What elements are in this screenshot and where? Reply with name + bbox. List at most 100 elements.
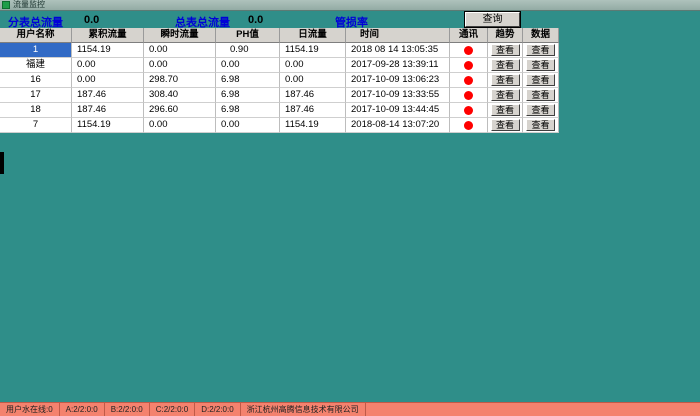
cell-daily-flow[interactable]: 0.00: [280, 73, 346, 88]
status-zone-b: B:2/2:0:0: [105, 403, 150, 416]
cell-data: 查看: [523, 118, 559, 133]
trend-view-button[interactable]: 查看: [490, 89, 520, 101]
header-time: 时间: [346, 28, 450, 43]
data-view-button[interactable]: 查看: [526, 74, 555, 86]
sub-meter-total-value: 0.0: [84, 14, 100, 26]
cell-cumulative-flow[interactable]: 0.00: [72, 58, 144, 73]
status-zone-d: D:2/2:0:0: [195, 403, 241, 416]
cell-instant-flow[interactable]: 298.70: [144, 73, 216, 88]
cell-time[interactable]: 2018 08 14 13:05:35: [346, 43, 450, 58]
pipe-loss-rate-label: 管损率: [335, 17, 368, 29]
table-row[interactable]: 18 187.46 296.60 6.98 187.46 2017-10-09 …: [0, 103, 559, 118]
data-view-button[interactable]: 查看: [526, 104, 555, 116]
status-users-online: 用户水在线:0: [0, 403, 60, 416]
cell-time[interactable]: 2017-10-09 13:33:55: [346, 88, 450, 103]
cell-daily-flow[interactable]: 187.46: [280, 103, 346, 118]
comm-status-dot: [464, 120, 473, 130]
trend-view-button[interactable]: 查看: [490, 59, 520, 71]
cell-instant-flow[interactable]: 0.00: [144, 43, 216, 58]
table-row[interactable]: 16 0.00 298.70 6.98 0.00 2017-10-09 13:0…: [0, 73, 559, 88]
cell-ph[interactable]: 6.98: [216, 88, 280, 103]
cell-ph[interactable]: 6.98: [216, 73, 280, 88]
table-row[interactable]: 17 187.46 308.40 6.98 187.46 2017-10-09 …: [0, 88, 559, 103]
header-data: 数据: [523, 28, 559, 43]
header-cumulative-flow: 累积流量: [72, 28, 144, 43]
main-meter-total-label: 总表总流量: [175, 17, 230, 29]
cell-ph[interactable]: 0.00: [216, 118, 280, 133]
trend-view-button[interactable]: 查看: [490, 119, 520, 131]
comm-status-dot: [464, 45, 473, 55]
cell-comm: [450, 58, 488, 73]
data-view-button[interactable]: 查看: [526, 44, 555, 56]
status-zone-c: C:2/2:0:0: [150, 403, 196, 416]
comm-status-dot: [464, 60, 473, 70]
cell-user-name[interactable]: 17: [0, 88, 72, 103]
text-cursor-mark: [0, 152, 4, 174]
trend-view-button[interactable]: 查看: [490, 44, 520, 56]
cell-time[interactable]: 2017-09-28 13:39:11: [346, 58, 450, 73]
header-comm: 通讯: [450, 28, 488, 43]
cell-data: 查看: [523, 58, 559, 73]
table-header-row: 用户名称 累积流量 瞬时流量 PH值 日流量 时间 通讯 趋势 数据: [0, 28, 559, 43]
comm-status-dot: [464, 75, 473, 85]
table-row[interactable]: 1 1154.19 0.00 0.90 1154.19 2018 08 14 1…: [0, 43, 559, 58]
cell-daily-flow[interactable]: 187.46: [280, 88, 346, 103]
cell-instant-flow[interactable]: 0.00: [144, 58, 216, 73]
cell-cumulative-flow[interactable]: 1154.19: [72, 118, 144, 133]
window-title: 流量监控: [13, 0, 45, 9]
status-company-name: 浙江杭州高腾信息技术有限公司: [241, 403, 366, 416]
cell-user-name[interactable]: 7: [0, 118, 72, 133]
cell-user-name[interactable]: 18: [0, 103, 72, 118]
header-user-name: 用户名称: [0, 28, 72, 43]
table-row[interactable]: 7 1154.19 0.00 0.00 1154.19 2018-08-14 1…: [0, 118, 559, 133]
cell-daily-flow[interactable]: 1154.19: [280, 43, 346, 58]
cell-comm: [450, 43, 488, 58]
trend-view-button[interactable]: 查看: [490, 104, 520, 116]
cell-ph[interactable]: 0.90: [216, 43, 280, 58]
sub-meter-total-label: 分表总流量: [8, 17, 63, 29]
query-button[interactable]: 查询: [464, 11, 521, 28]
status-zone-a: A:2/2:0:0: [60, 403, 105, 416]
cell-trend: 查看: [488, 73, 523, 88]
cell-cumulative-flow[interactable]: 0.00: [72, 73, 144, 88]
cell-user-name[interactable]: 福建: [0, 58, 72, 73]
cell-data: 查看: [523, 43, 559, 58]
main-meter-total-value: 0.0: [248, 14, 264, 26]
cell-daily-flow[interactable]: 1154.19: [280, 118, 346, 133]
cell-user-name[interactable]: 16: [0, 73, 72, 88]
cell-instant-flow[interactable]: 296.60: [144, 103, 216, 118]
cell-time[interactable]: 2017-10-09 13:44:45: [346, 103, 450, 118]
cell-trend: 查看: [488, 58, 523, 73]
data-table: 用户名称 累积流量 瞬时流量 PH值 日流量 时间 通讯 趋势 数据 1 115…: [0, 28, 559, 133]
title-bar: 流量监控: [0, 0, 700, 11]
table-row[interactable]: 福建 0.00 0.00 0.00 0.00 2017-09-28 13:39:…: [0, 58, 559, 73]
cell-data: 查看: [523, 73, 559, 88]
cell-cumulative-flow[interactable]: 187.46: [72, 103, 144, 118]
summary-bar: 分表总流量 0.0 总表总流量 0.0 管损率 查询: [0, 11, 700, 29]
trend-view-button[interactable]: 查看: [490, 74, 520, 86]
cell-instant-flow[interactable]: 308.40: [144, 88, 216, 103]
header-daily-flow: 日流量: [280, 28, 346, 43]
data-view-button[interactable]: 查看: [526, 89, 555, 101]
comm-status-dot: [464, 90, 473, 100]
cell-cumulative-flow[interactable]: 187.46: [72, 88, 144, 103]
status-bar: 用户水在线:0 A:2/2:0:0 B:2/2:0:0 C:2/2:0:0 D:…: [0, 402, 700, 416]
cell-instant-flow[interactable]: 0.00: [144, 118, 216, 133]
cell-ph[interactable]: 0.00: [216, 58, 280, 73]
app-icon: [2, 1, 10, 9]
cell-time[interactable]: 2018-08-14 13:07:20: [346, 118, 450, 133]
data-view-button[interactable]: 查看: [526, 119, 555, 131]
comm-status-dot: [464, 105, 473, 115]
cell-ph[interactable]: 6.98: [216, 103, 280, 118]
cell-time[interactable]: 2017-10-09 13:06:23: [346, 73, 450, 88]
cell-cumulative-flow[interactable]: 1154.19: [72, 43, 144, 58]
cell-comm: [450, 88, 488, 103]
cell-data: 查看: [523, 88, 559, 103]
cell-trend: 查看: [488, 118, 523, 133]
cell-trend: 查看: [488, 88, 523, 103]
data-view-button[interactable]: 查看: [526, 59, 555, 71]
cell-daily-flow[interactable]: 0.00: [280, 58, 346, 73]
cell-user-name[interactable]: 1: [0, 43, 72, 58]
cell-trend: 查看: [488, 43, 523, 58]
